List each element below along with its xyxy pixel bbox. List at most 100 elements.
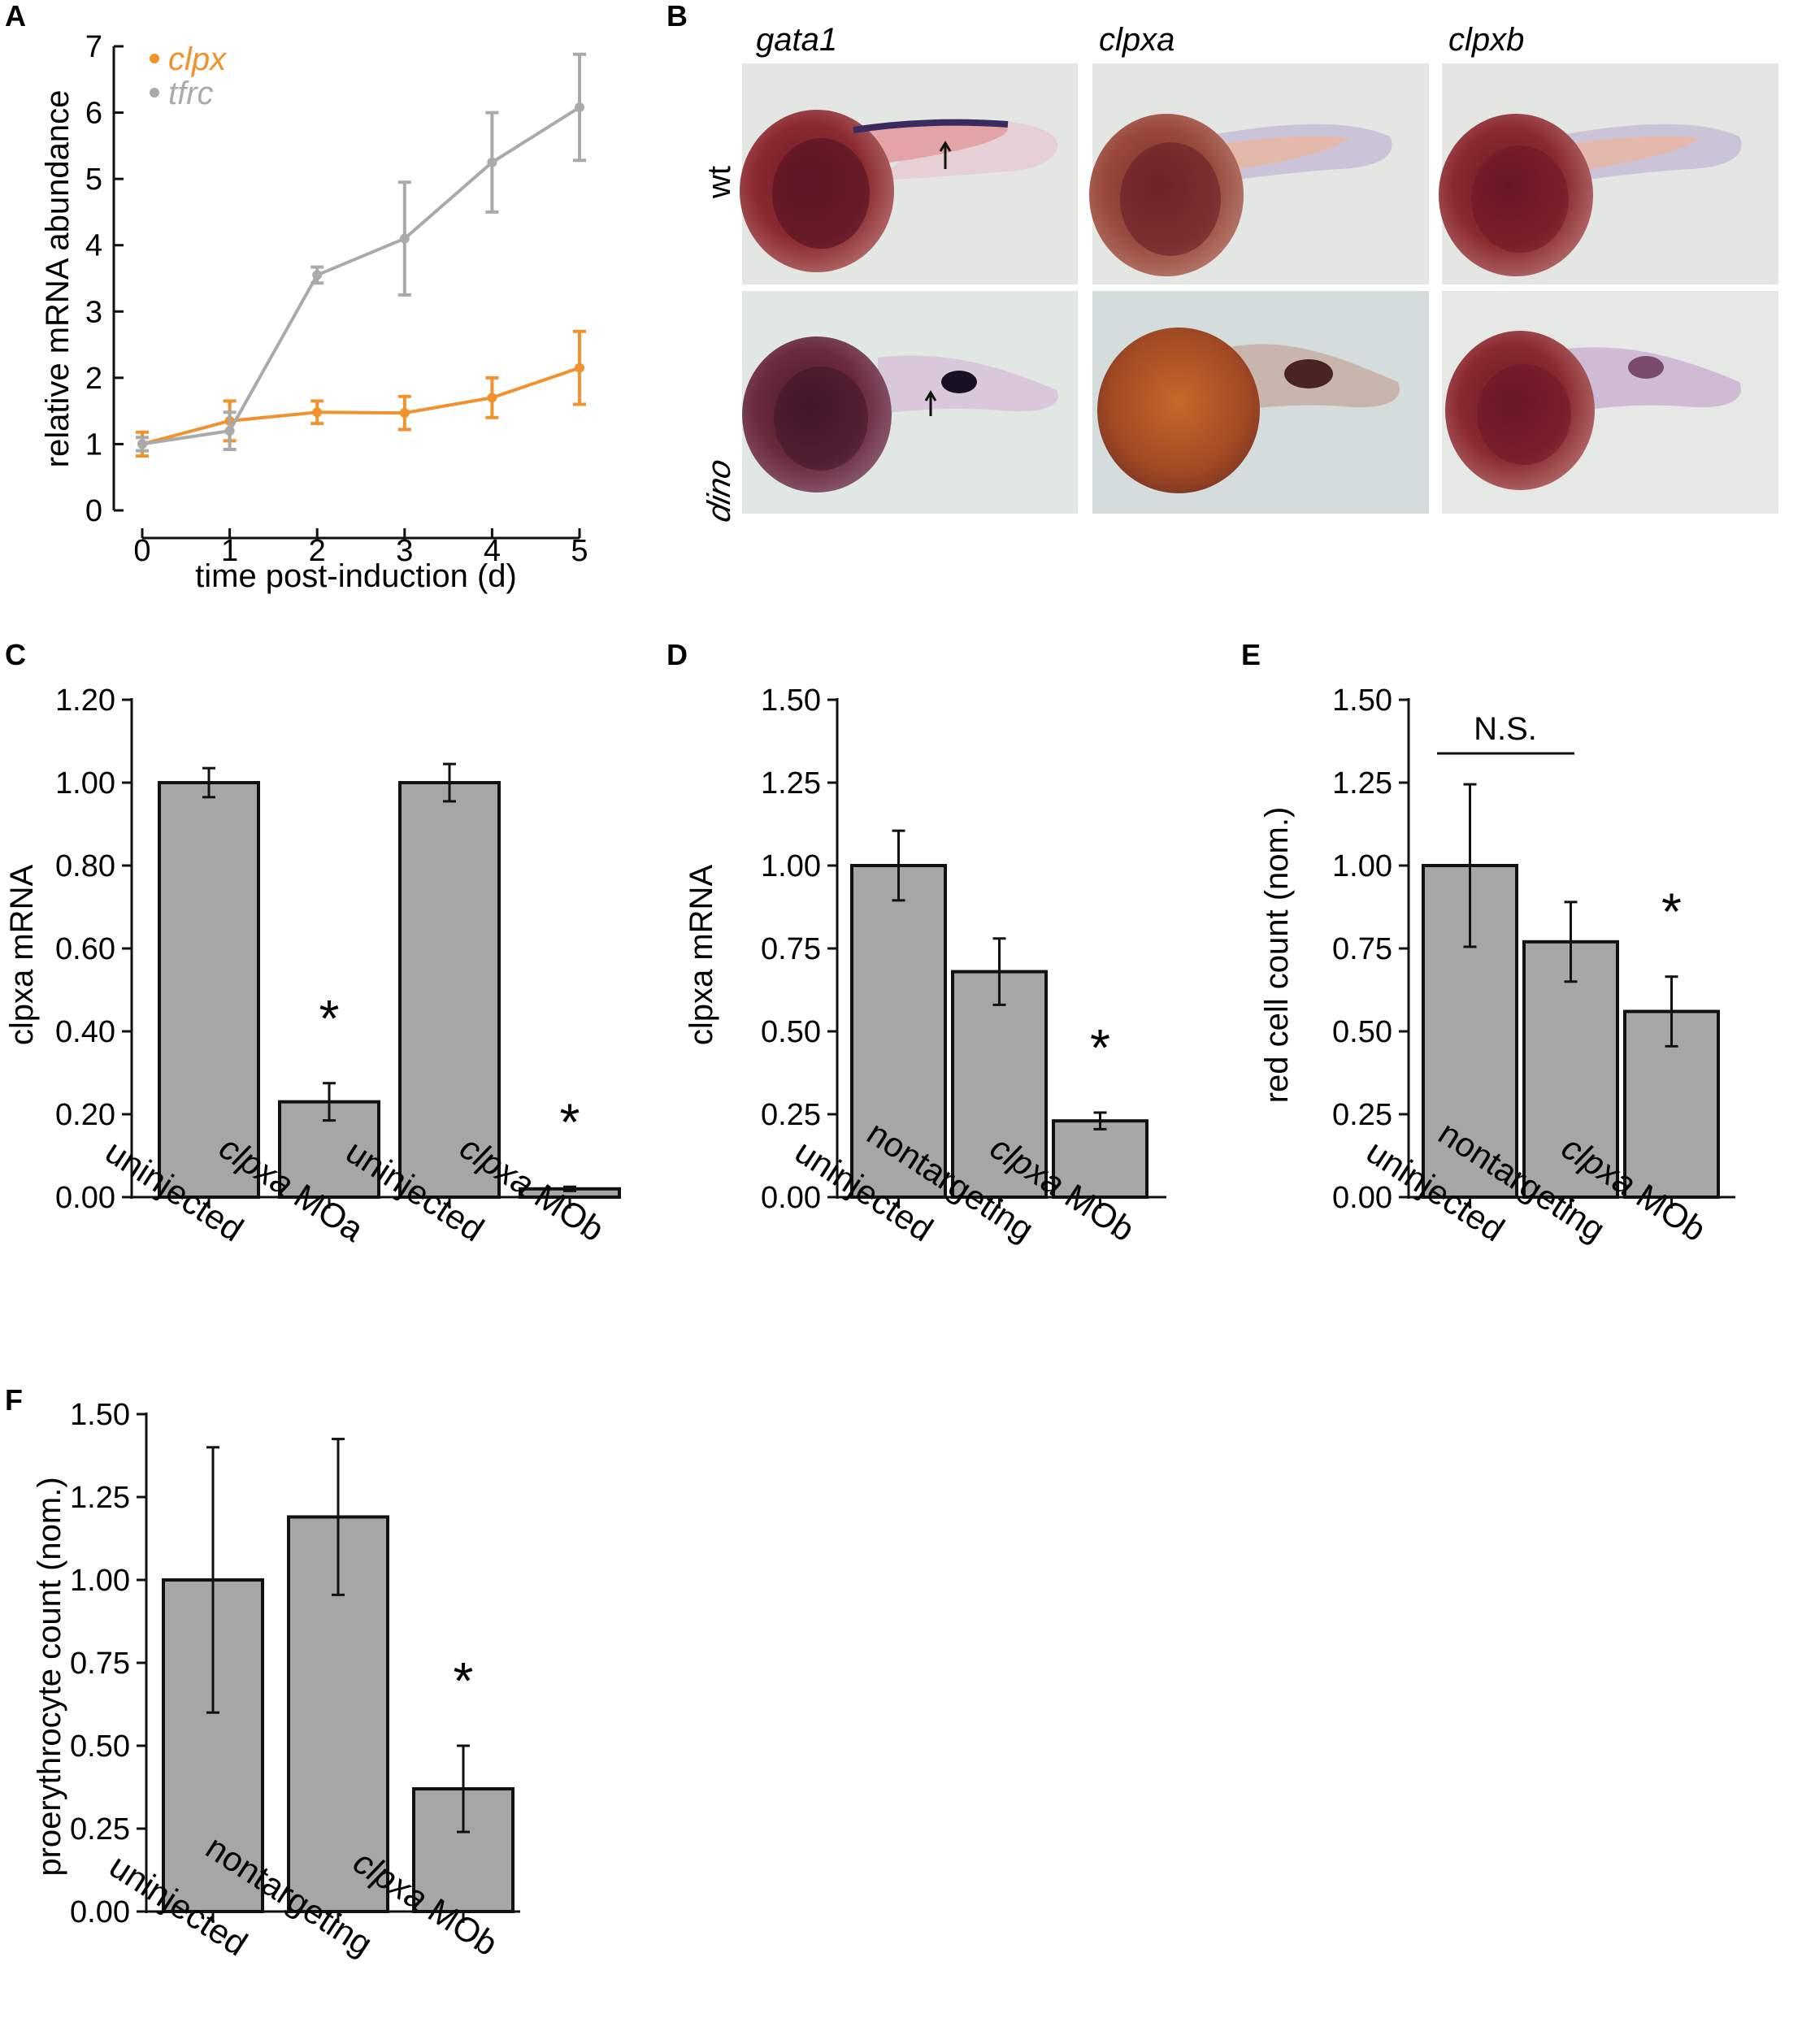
panel-d-y-tick-label: 0.50 <box>761 1015 821 1049</box>
panel-a-series-line-tfrc <box>141 106 581 446</box>
panel-a-y-tick-label: 3 <box>85 295 102 329</box>
panel-a-point-tfrc <box>224 426 235 436</box>
panel-d-bar <box>951 970 1048 1200</box>
panel-e-ns-annotation: N.S. <box>1474 711 1537 747</box>
panel-d-bar <box>850 864 947 1199</box>
panel-e-y-tick-label: 0.00 <box>1332 1181 1392 1215</box>
panel-f-bar-chart: 0.000.250.500.751.001.251.50uninjectedno… <box>32 1398 520 1964</box>
panel-a-y-tick-label: 6 <box>85 97 102 131</box>
panel-b-in-situ-images: gata1 clpxa clpxb wt dino <box>700 22 1778 525</box>
panel-c-y-tick-label: 1.00 <box>55 766 115 801</box>
image-dino-clpxb <box>1442 291 1778 514</box>
panel-c-y-tick-label: 0.60 <box>55 932 115 966</box>
panel-f-y-axis-label: proerythrocyte count (nom.) <box>32 1477 67 1876</box>
panel-f-content: 0.000.250.500.751.001.251.50uninjectedno… <box>70 1398 520 1964</box>
panel-a-line-chart: 0 1 2 3 4 5 6 7 0 1 2 3 4 5 clpx tfrc time post-induc… <box>40 30 588 594</box>
panel-f-y-tick-label: 1.50 <box>70 1398 130 1432</box>
panel-a-x-axis-label: time post-induction (d) <box>195 558 517 594</box>
panel-f-y-tick-label: 0.00 <box>70 1895 130 1929</box>
panel-f-y-tick-label: 0.75 <box>70 1647 130 1681</box>
panel-c-bar-chart: 0.000.200.400.600.801.001.20uninjected*c… <box>4 684 621 1249</box>
panel-f-y-tick-label: 1.00 <box>70 1564 130 1598</box>
panel-a-point-tfrc <box>137 439 147 449</box>
panel-e-y-tick-label: 1.50 <box>1332 684 1392 718</box>
panel-c-y-tick-label: 0.20 <box>55 1098 115 1132</box>
panel-e-bar <box>1522 940 1619 1199</box>
panel-c-bar <box>398 781 501 1199</box>
panel-label-d: D <box>667 638 688 671</box>
panel-c-content: 0.000.200.400.600.801.001.20uninjected*c… <box>55 684 621 1249</box>
panel-c-y-tick-label: 0.40 <box>55 1015 115 1049</box>
panel-c-significance-marker: * <box>319 989 340 1048</box>
panel-f-y-tick-label: 0.25 <box>70 1812 130 1847</box>
image-wt-gata1 <box>740 63 1078 284</box>
legend-marker-tfrc <box>150 88 159 98</box>
row-header-wt: wt <box>701 166 737 199</box>
panel-a-series-line-clpx <box>141 366 580 446</box>
column-header-clpxa: clpxa <box>1099 22 1175 58</box>
panel-a-y-tick-label: 1 <box>85 427 102 462</box>
panel-d-y-tick-label: 1.00 <box>761 849 821 883</box>
panel-a-x-tick-label: 0 <box>133 534 150 568</box>
panel-d-y-tick-label: 1.25 <box>761 766 821 801</box>
panel-a-series <box>136 52 586 458</box>
panel-d-y-tick-label: 0.00 <box>761 1181 821 1215</box>
panel-a-point-tfrc <box>575 102 584 113</box>
panel-e-y-tick-label: 1.25 <box>1332 766 1392 801</box>
panel-a-axes: 0 1 2 3 4 5 6 7 0 1 2 3 4 5 <box>85 30 588 568</box>
panel-d-y-tick-label: 1.50 <box>761 684 821 718</box>
panel-e-bar-chart: 0.000.250.500.751.001.251.50uninjectedno… <box>1259 684 1735 1249</box>
panel-c-y-tick-label: 1.20 <box>55 684 115 718</box>
panel-a-x-tick-label: 5 <box>571 534 588 568</box>
panel-a-legend: clpx tfrc <box>150 41 228 111</box>
panel-a-x-tick-label: 4 <box>484 534 501 568</box>
legend-label-clpx: clpx <box>168 41 228 77</box>
legend-label-tfrc: tfrc <box>168 76 214 111</box>
panel-e-y-tick-label: 1.00 <box>1332 849 1392 883</box>
panel-a-y-axis-label: relative mRNA abundance <box>40 90 76 468</box>
panel-a-y-tick-label: 5 <box>85 163 102 197</box>
panel-d-content: 0.000.250.500.751.001.251.50uninjectedno… <box>761 684 1166 1249</box>
panel-d-y-axis-label: clpxa mRNA <box>684 865 719 1046</box>
panel-a-point-clpx <box>575 362 584 373</box>
image-wt-clpxa <box>1089 63 1429 284</box>
panel-label-f: F <box>5 1383 23 1417</box>
panel-a-point-clpx <box>399 408 410 419</box>
panel-c-y-tick-label: 0.00 <box>55 1181 115 1215</box>
panel-a-x-tick-label: 1 <box>221 534 238 568</box>
panel-f-y-tick-label: 0.50 <box>70 1729 130 1764</box>
panel-a-y-tick-label: 7 <box>85 30 102 64</box>
panel-a-point-clpx <box>487 393 497 403</box>
panel-a-y-tick-label: 4 <box>85 229 102 263</box>
column-header-clpxb: clpxb <box>1448 22 1524 58</box>
image-wt-clpxb <box>1439 63 1778 284</box>
panel-d-bar-chart: 0.000.250.500.751.001.251.50uninjectedno… <box>684 684 1166 1249</box>
panel-label-b: B <box>667 0 688 33</box>
panel-a-y-tick-label: 0 <box>85 494 102 528</box>
panel-e-y-tick-label: 0.50 <box>1332 1015 1392 1049</box>
panel-label-e: E <box>1241 638 1261 671</box>
panel-a-x-tick-label: 3 <box>396 534 413 568</box>
panel-c-significance-marker: * <box>560 1092 580 1151</box>
panel-e-y-axis-label: red cell count (nom.) <box>1259 807 1295 1104</box>
panel-a-point-tfrc <box>399 233 410 244</box>
panel-c-y-tick-label: 0.80 <box>55 849 115 883</box>
panel-c-y-axis-label: clpxa mRNA <box>4 865 40 1046</box>
panel-d-y-tick-label: 0.75 <box>761 932 821 966</box>
panel-e-significance-marker: * <box>1661 883 1682 941</box>
panel-label-a: A <box>5 0 26 33</box>
panel-e-y-tick-label: 0.25 <box>1332 1098 1392 1132</box>
panel-a-point-clpx <box>312 407 323 418</box>
image-dino-gata1 <box>742 291 1078 514</box>
panel-d-significance-marker: * <box>1090 1018 1110 1077</box>
column-header-gata1: gata1 <box>756 22 837 58</box>
image-dino-clpxa <box>1092 291 1429 514</box>
panel-f-y-tick-label: 1.25 <box>70 1481 130 1515</box>
panel-a-y-tick-label: 2 <box>85 362 102 396</box>
panel-label-c: C <box>5 638 26 671</box>
panel-f-significance-marker: * <box>454 1651 474 1710</box>
panel-a-point-tfrc <box>312 270 323 280</box>
legend-marker-clpx <box>150 54 159 63</box>
row-header-dino: dino <box>700 456 736 525</box>
